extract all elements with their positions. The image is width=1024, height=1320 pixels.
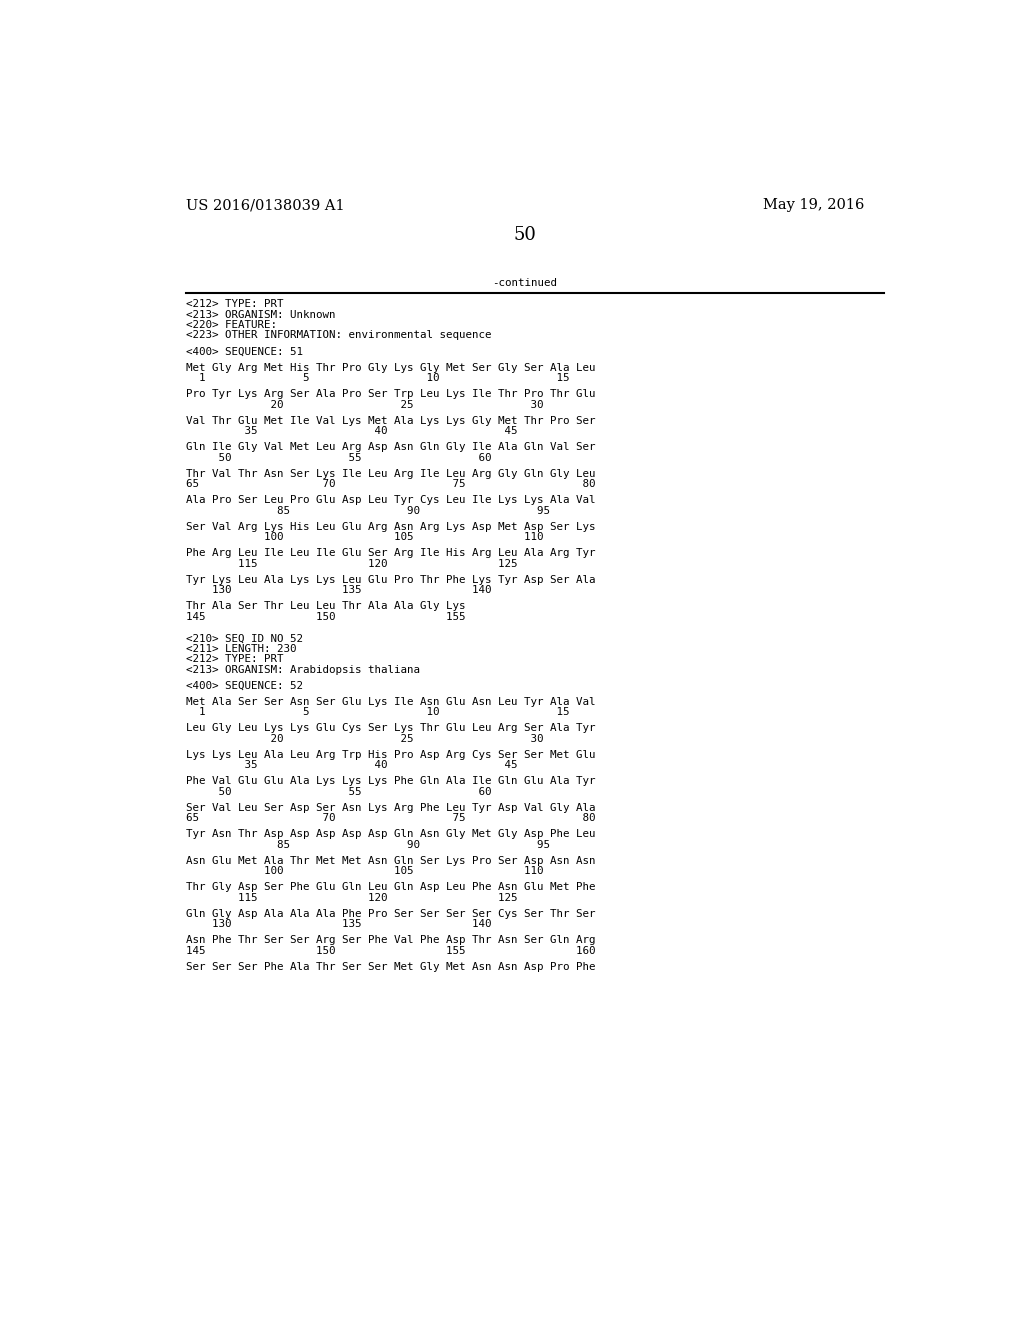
Text: -continued: -continued bbox=[493, 277, 557, 288]
Text: Ala Pro Ser Leu Pro Glu Asp Leu Tyr Cys Leu Ile Lys Lys Ala Val: Ala Pro Ser Leu Pro Glu Asp Leu Tyr Cys … bbox=[186, 495, 596, 506]
Text: 85                  90                  95: 85 90 95 bbox=[186, 506, 550, 516]
Text: Phe Arg Leu Ile Leu Ile Glu Ser Arg Ile His Arg Leu Ala Arg Tyr: Phe Arg Leu Ile Leu Ile Glu Ser Arg Ile … bbox=[186, 548, 596, 558]
Text: <223> OTHER INFORMATION: environmental sequence: <223> OTHER INFORMATION: environmental s… bbox=[186, 330, 492, 341]
Text: 50                  55                  60: 50 55 60 bbox=[186, 787, 492, 797]
Text: <213> ORGANISM: Arabidopsis thaliana: <213> ORGANISM: Arabidopsis thaliana bbox=[186, 665, 420, 675]
Text: <212> TYPE: PRT: <212> TYPE: PRT bbox=[186, 300, 284, 309]
Text: Tyr Asn Thr Asp Asp Asp Asp Asp Gln Asn Gly Met Gly Asp Phe Leu: Tyr Asn Thr Asp Asp Asp Asp Asp Gln Asn … bbox=[186, 829, 596, 840]
Text: 115                 120                 125: 115 120 125 bbox=[186, 558, 517, 569]
Text: 50                  55                  60: 50 55 60 bbox=[186, 453, 492, 462]
Text: Tyr Lys Leu Ala Lys Lys Leu Glu Pro Thr Phe Lys Tyr Asp Ser Ala: Tyr Lys Leu Ala Lys Lys Leu Glu Pro Thr … bbox=[186, 574, 596, 585]
Text: <400> SEQUENCE: 51: <400> SEQUENCE: 51 bbox=[186, 347, 303, 356]
Text: Val Thr Glu Met Ile Val Lys Met Ala Lys Lys Gly Met Thr Pro Ser: Val Thr Glu Met Ile Val Lys Met Ala Lys … bbox=[186, 416, 596, 426]
Text: Thr Gly Asp Ser Phe Glu Gln Leu Gln Asp Leu Phe Asn Glu Met Phe: Thr Gly Asp Ser Phe Glu Gln Leu Gln Asp … bbox=[186, 883, 596, 892]
Text: 65                   70                  75                  80: 65 70 75 80 bbox=[186, 813, 596, 824]
Text: <212> TYPE: PRT: <212> TYPE: PRT bbox=[186, 655, 284, 664]
Text: 115                 120                 125: 115 120 125 bbox=[186, 892, 517, 903]
Text: Phe Val Glu Glu Ala Lys Lys Lys Phe Gln Ala Ile Gln Glu Ala Tyr: Phe Val Glu Glu Ala Lys Lys Lys Phe Gln … bbox=[186, 776, 596, 787]
Text: 100                 105                 110: 100 105 110 bbox=[186, 866, 544, 876]
Text: 145                 150                 155: 145 150 155 bbox=[186, 611, 466, 622]
Text: 85                  90                  95: 85 90 95 bbox=[186, 840, 550, 850]
Text: Ser Val Arg Lys His Leu Glu Arg Asn Arg Lys Asp Met Asp Ser Lys: Ser Val Arg Lys His Leu Glu Arg Asn Arg … bbox=[186, 521, 596, 532]
Text: Met Ala Ser Ser Asn Ser Glu Lys Ile Asn Glu Asn Leu Tyr Ala Val: Met Ala Ser Ser Asn Ser Glu Lys Ile Asn … bbox=[186, 697, 596, 708]
Text: 65                   70                  75                  80: 65 70 75 80 bbox=[186, 479, 596, 490]
Text: 50: 50 bbox=[513, 226, 537, 244]
Text: US 2016/0138039 A1: US 2016/0138039 A1 bbox=[186, 198, 345, 213]
Text: 130                 135                 140: 130 135 140 bbox=[186, 585, 492, 595]
Text: Thr Val Thr Asn Ser Lys Ile Leu Arg Ile Leu Arg Gly Gln Gly Leu: Thr Val Thr Asn Ser Lys Ile Leu Arg Ile … bbox=[186, 469, 596, 479]
Text: <220> FEATURE:: <220> FEATURE: bbox=[186, 321, 278, 330]
Text: May 19, 2016: May 19, 2016 bbox=[763, 198, 864, 213]
Text: Lys Lys Leu Ala Leu Arg Trp His Pro Asp Arg Cys Ser Ser Met Glu: Lys Lys Leu Ala Leu Arg Trp His Pro Asp … bbox=[186, 750, 596, 760]
Text: Gln Ile Gly Val Met Leu Arg Asp Asn Gln Gly Ile Ala Gln Val Ser: Gln Ile Gly Val Met Leu Arg Asp Asn Gln … bbox=[186, 442, 596, 453]
Text: Gln Gly Asp Ala Ala Ala Phe Pro Ser Ser Ser Ser Cys Ser Thr Ser: Gln Gly Asp Ala Ala Ala Phe Pro Ser Ser … bbox=[186, 909, 596, 919]
Text: 100                 105                 110: 100 105 110 bbox=[186, 532, 544, 543]
Text: Ser Ser Ser Phe Ala Thr Ser Ser Met Gly Met Asn Asn Asp Pro Phe: Ser Ser Ser Phe Ala Thr Ser Ser Met Gly … bbox=[186, 962, 596, 972]
Text: Asn Phe Thr Ser Ser Arg Ser Phe Val Phe Asp Thr Asn Ser Gln Arg: Asn Phe Thr Ser Ser Arg Ser Phe Val Phe … bbox=[186, 936, 596, 945]
Text: 130                 135                 140: 130 135 140 bbox=[186, 919, 492, 929]
Text: Ser Val Leu Ser Asp Ser Asn Lys Arg Phe Leu Tyr Asp Val Gly Ala: Ser Val Leu Ser Asp Ser Asn Lys Arg Phe … bbox=[186, 803, 596, 813]
Text: Thr Ala Ser Thr Leu Leu Thr Ala Ala Gly Lys: Thr Ala Ser Thr Leu Leu Thr Ala Ala Gly … bbox=[186, 602, 466, 611]
Text: 35                  40                  45: 35 40 45 bbox=[186, 760, 517, 771]
Text: <210> SEQ ID NO 52: <210> SEQ ID NO 52 bbox=[186, 634, 303, 644]
Text: <211> LENGTH: 230: <211> LENGTH: 230 bbox=[186, 644, 297, 653]
Text: Leu Gly Leu Lys Lys Glu Cys Ser Lys Thr Glu Leu Arg Ser Ala Tyr: Leu Gly Leu Lys Lys Glu Cys Ser Lys Thr … bbox=[186, 723, 596, 734]
Text: Asn Glu Met Ala Thr Met Met Asn Gln Ser Lys Pro Ser Asp Asn Asn: Asn Glu Met Ala Thr Met Met Asn Gln Ser … bbox=[186, 855, 596, 866]
Text: 35                  40                  45: 35 40 45 bbox=[186, 426, 517, 436]
Text: 20                  25                  30: 20 25 30 bbox=[186, 734, 544, 744]
Text: 1               5                  10                  15: 1 5 10 15 bbox=[186, 374, 569, 383]
Text: <213> ORGANISM: Unknown: <213> ORGANISM: Unknown bbox=[186, 310, 336, 319]
Text: Met Gly Arg Met His Thr Pro Gly Lys Gly Met Ser Gly Ser Ala Leu: Met Gly Arg Met His Thr Pro Gly Lys Gly … bbox=[186, 363, 596, 372]
Text: Pro Tyr Lys Arg Ser Ala Pro Ser Trp Leu Lys Ile Thr Pro Thr Glu: Pro Tyr Lys Arg Ser Ala Pro Ser Trp Leu … bbox=[186, 389, 596, 399]
Text: 20                  25                  30: 20 25 30 bbox=[186, 400, 544, 409]
Text: <400> SEQUENCE: 52: <400> SEQUENCE: 52 bbox=[186, 681, 303, 690]
Text: 145                 150                 155                 160: 145 150 155 160 bbox=[186, 946, 596, 956]
Text: 1               5                  10                  15: 1 5 10 15 bbox=[186, 708, 569, 717]
